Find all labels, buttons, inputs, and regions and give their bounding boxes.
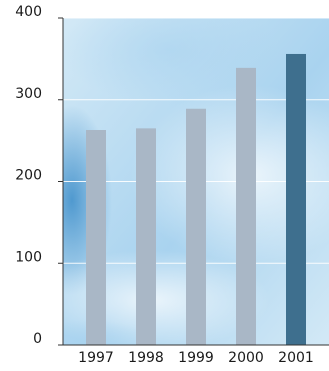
y-tick-label: 400 <box>15 4 42 20</box>
x-tick-label-1999: 1999 <box>178 350 214 366</box>
x-tick-label-2000: 2000 <box>228 350 264 366</box>
y-axis-ticks: 0 100 200 300 400 <box>15 4 63 347</box>
bar-1997 <box>86 129 106 345</box>
x-tick-label-2001: 2001 <box>278 350 314 366</box>
y-tick-label: 200 <box>15 168 42 184</box>
x-tick-label-1998: 1998 <box>128 350 164 366</box>
bar-1999 <box>186 108 206 346</box>
y-tick-label: 300 <box>15 86 42 102</box>
bars <box>86 53 306 346</box>
plot-background <box>63 18 329 345</box>
y-tick-label: 0 <box>33 331 42 347</box>
x-tick-label-1997: 1997 <box>78 350 114 366</box>
x-axis-ticks: 1997 1998 1999 2000 2001 <box>78 350 314 366</box>
bar-2001 <box>286 53 306 345</box>
bar-2000 <box>236 67 256 346</box>
bar-1998 <box>136 128 156 345</box>
y-tick-label: 100 <box>15 249 42 265</box>
